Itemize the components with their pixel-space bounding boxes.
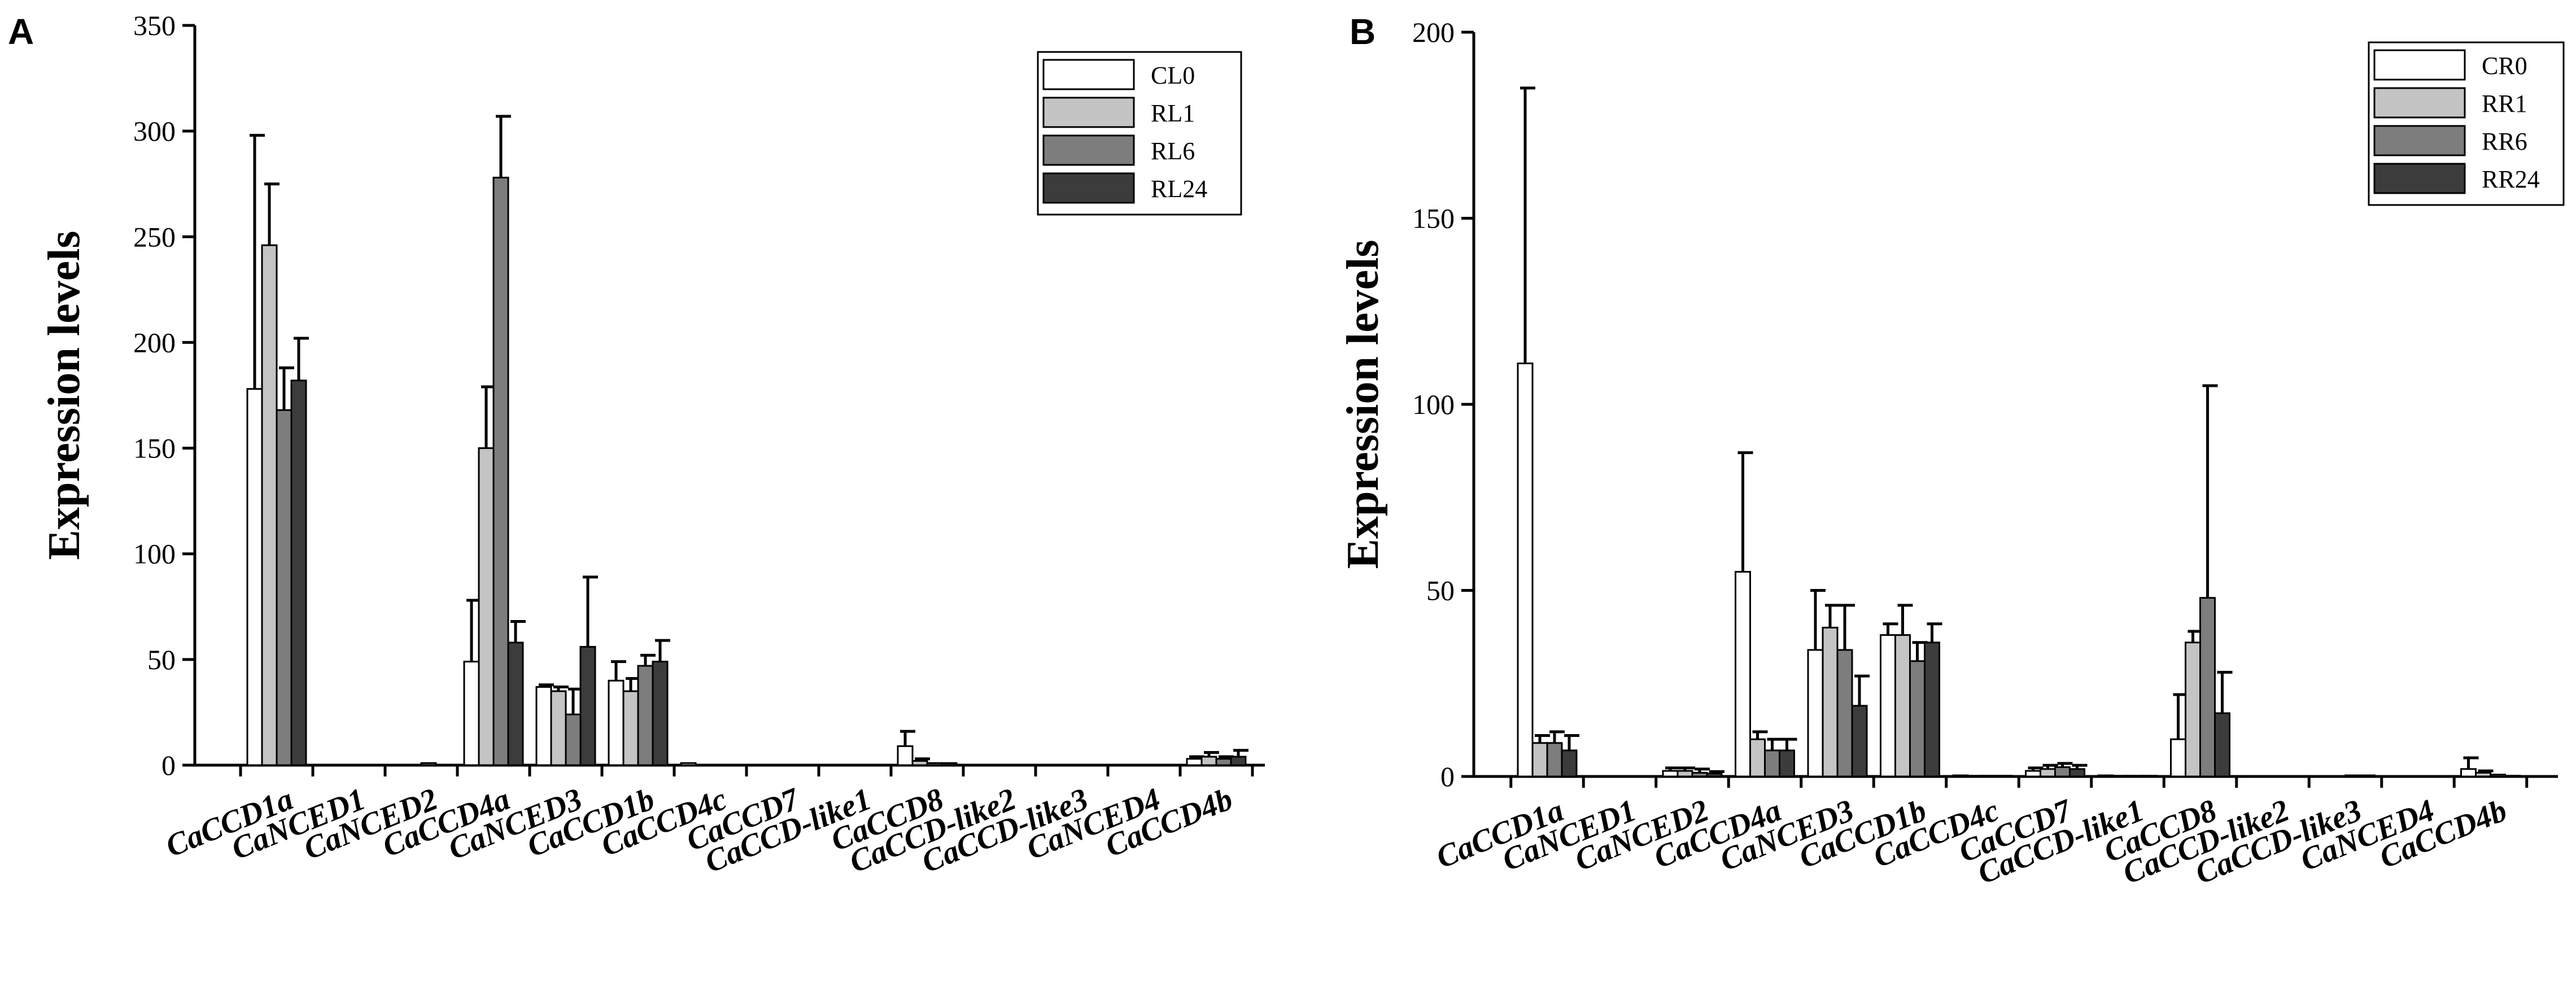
bar-caccd1b-rr24	[1924, 641, 1940, 778]
bar-caccd1a-rl1	[261, 244, 278, 766]
legend-swatch-cr0	[2373, 49, 2466, 81]
bar-caccd4c-cr0	[1952, 774, 1969, 778]
bar-caccd4a-rr24	[1779, 749, 1795, 778]
legend-swatch-rr1	[2373, 87, 2466, 119]
bar-caccd8-rl1	[911, 760, 928, 766]
bar-canced2-rr6	[1691, 771, 1708, 778]
bar-caccd8-rr1	[2185, 641, 2201, 778]
y-tick-label: 0	[1440, 761, 1455, 792]
bar-canced3-rl1	[550, 690, 567, 766]
bar-caccd1b-cr0	[1880, 634, 1896, 778]
bar-canced2-rr24	[1706, 773, 1723, 778]
legend: CL0 RL1 RL6 RL24	[1037, 51, 1242, 216]
bar-caccd1a-rl24	[290, 379, 307, 766]
y-axis-title: Expression levels	[40, 230, 89, 560]
bar-caccd1b-rl6	[637, 665, 654, 766]
bar-caccd1a-cr0	[1517, 363, 1534, 778]
bar-caccd4b-rr6	[2490, 774, 2506, 778]
bar-canced3-cl0	[535, 686, 552, 766]
bar-caccd7-cr0	[2025, 770, 2041, 778]
panel-label: B	[1350, 11, 1376, 52]
bar-caccd1a-rr24	[1561, 749, 1578, 778]
bar-canced3-rr24	[1851, 705, 1868, 778]
bar-canced3-cr0	[1807, 649, 1824, 778]
bar-caccd1a-cl0	[246, 388, 263, 766]
y-tick-label: 100	[1412, 389, 1455, 420]
bar-caccd1a-rr1	[1531, 742, 1548, 778]
bar-caccd8-cr0	[2170, 738, 2186, 778]
bar-canced2-rl6	[420, 762, 437, 766]
bar-caccd1a-rl6	[276, 409, 292, 766]
legend-swatch-rr24	[2373, 163, 2466, 194]
bar-caccd7-rr24	[2069, 768, 2085, 778]
legend-swatch-rl24	[1042, 172, 1135, 204]
bar-caccd1b-cl0	[608, 679, 625, 766]
legend-label-rr24: RR24	[2482, 165, 2540, 193]
bar-caccd4b-rl1	[1200, 756, 1217, 766]
bar-caccd8-cl0	[897, 745, 914, 766]
bar-caccd7-rr6	[2054, 766, 2071, 778]
y-tick-label: 300	[133, 115, 176, 147]
legend-label-cl0: CL0	[1151, 62, 1195, 89]
legend-label-rr6: RR6	[2482, 128, 2527, 155]
y-tick-label: 200	[133, 326, 176, 358]
bar-caccd4a-rl6	[492, 176, 509, 766]
y-tick-label: 100	[133, 538, 176, 570]
y-tick-label: 350	[133, 10, 176, 41]
y-tick-label: 150	[133, 433, 176, 464]
y-tick-label: 50	[1426, 575, 1455, 606]
panel-label: A	[8, 11, 34, 52]
bar-canced2-cr0	[1662, 770, 1679, 778]
bar-caccd4b-cr0	[2460, 768, 2477, 778]
bar-caccd1b-rl1	[622, 690, 639, 766]
bar-caccd8-rl24	[941, 762, 958, 766]
legend-label-cr0: CR0	[2482, 52, 2527, 80]
legend-label-rl24: RL24	[1151, 175, 1207, 203]
bar-caccd8-rl6	[926, 762, 943, 766]
bar-caccd8-rr24	[2214, 712, 2230, 778]
bar-caccd4a-rl24	[507, 641, 524, 766]
legend-label-rl6: RL6	[1151, 137, 1195, 165]
bar-canced2-rr1	[1676, 770, 1693, 778]
y-tick-label: 200	[1412, 16, 1455, 48]
bar-caccd-like1-cr0	[2097, 774, 2114, 778]
legend-swatch-cl0	[1042, 59, 1135, 90]
y-tick-label: 50	[147, 644, 176, 675]
bar-caccd4c-cl0	[680, 762, 697, 766]
bar-caccd-like3-rr6	[2344, 774, 2361, 778]
bar-caccd-like3-rr24	[2359, 774, 2376, 778]
legend-label-rl1: RL1	[1151, 99, 1195, 127]
bar-caccd4b-rl24	[1230, 756, 1247, 766]
bar-caccd1a-rr6	[1546, 742, 1563, 778]
bar-caccd4b-rl6	[1215, 758, 1232, 766]
bar-caccd4a-cr0	[1735, 571, 1751, 778]
legend-label-rr1: RR1	[2482, 90, 2527, 117]
bar-canced3-rl24	[579, 645, 596, 766]
legend-swatch-rr6	[2373, 125, 2466, 156]
bar-canced3-rl6	[565, 713, 582, 766]
legend-swatch-rl6	[1042, 134, 1135, 166]
y-tick-label: 0	[161, 749, 176, 781]
bar-caccd4a-cl0	[463, 661, 480, 766]
bar-caccd4a-rr6	[1764, 749, 1780, 778]
bar-caccd4b-rr1	[2475, 771, 2491, 778]
legend: CR0 RR1 RR6 RR24	[2368, 41, 2565, 206]
bar-canced3-rr1	[1822, 626, 1839, 778]
bar-caccd7-rr1	[2040, 768, 2056, 778]
bar-caccd4a-rl1	[478, 447, 495, 766]
legend-swatch-rl1	[1042, 97, 1135, 128]
y-tick-label: 250	[133, 221, 176, 252]
bar-caccd8-rr6	[2199, 597, 2216, 778]
bar-canced3-rr6	[1836, 649, 1853, 778]
bar-caccd4a-rr1	[1749, 738, 1766, 778]
bar-caccd1b-rr6	[1909, 660, 1926, 778]
bar-caccd1b-rl24	[652, 661, 669, 766]
bar-caccd4b-cl0	[1186, 758, 1203, 766]
bar-caccd1b-rr1	[1894, 634, 1911, 778]
y-axis-title: Expression levels	[1338, 239, 1388, 569]
y-tick-label: 150	[1412, 203, 1455, 234]
